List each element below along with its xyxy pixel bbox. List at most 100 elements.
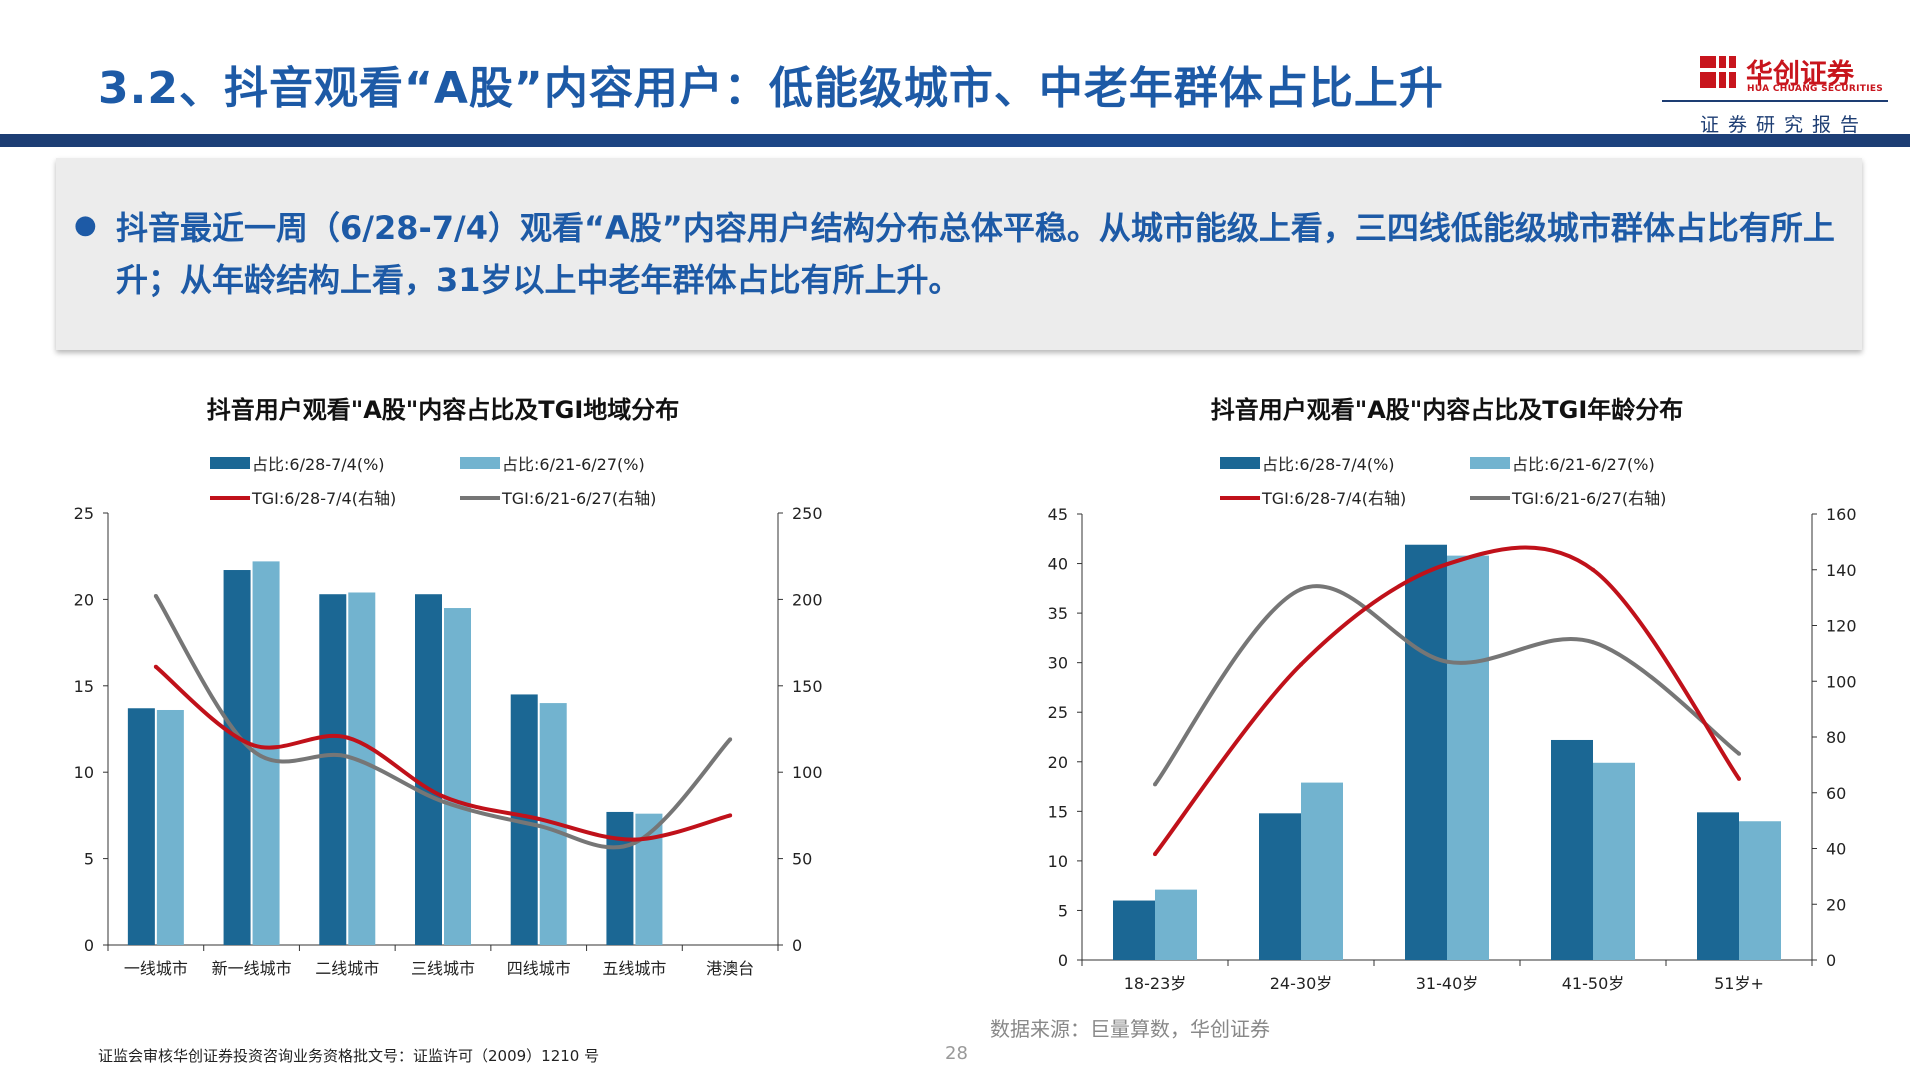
line-point-region-s2-6 — [728, 813, 733, 818]
line-point-region-s2-1 — [249, 742, 254, 747]
summary-box: ● 抖音最近一周（6/28-7/4）观看“A股”内容用户结构分布总体平稳。从城市… — [56, 158, 1862, 350]
category-label-region-5: 五线城市 — [602, 959, 666, 978]
bar-region-s0-0 — [127, 708, 155, 945]
line-series-age-3 — [1153, 584, 1741, 786]
right-tick-label-age-6: 120 — [1826, 617, 1857, 636]
line-point-age-s2-1 — [1299, 662, 1303, 667]
right-tick-label-age-1: 20 — [1826, 895, 1846, 914]
right-tick-label-age-4: 80 — [1826, 728, 1846, 747]
line-point-region-s2-5 — [632, 837, 637, 842]
company-logo-icon — [1700, 56, 1736, 88]
legend-label-age-0: 占比:6/28-7/4(%) — [1262, 455, 1395, 474]
line-point-age-s2-3 — [1591, 567, 1595, 572]
line-point-region-s3-1 — [249, 747, 254, 752]
bar-age-s1-3 — [1593, 762, 1635, 960]
logo-divider — [1662, 100, 1888, 102]
bar-region-s0-5 — [606, 811, 634, 945]
right-tick-label-region-2: 100 — [792, 763, 823, 782]
bar-age-s0-1 — [1259, 813, 1301, 960]
page-number: 28 — [945, 1043, 968, 1064]
bar-age-s1-0 — [1155, 889, 1197, 960]
legend-label-age-1: 占比:6/21-6/27(%) — [1512, 455, 1655, 474]
data-source: 数据来源：巨量算数，华创证券 — [990, 1017, 1270, 1041]
line-point-region-s2-4 — [536, 816, 541, 821]
left-tick-label-region-3: 15 — [74, 677, 94, 696]
right-tick-label-age-8: 160 — [1826, 505, 1857, 524]
right-tick-label-region-1: 50 — [792, 850, 812, 869]
bar-region-s0-3 — [415, 594, 442, 945]
right-tick-label-region-4: 200 — [792, 590, 823, 609]
right-tick-label-age-2: 40 — [1826, 840, 1846, 859]
category-label-region-3: 三线城市 — [411, 959, 475, 978]
bar-age-s0-3 — [1551, 739, 1593, 960]
category-label-age-2: 31-40岁 — [1416, 974, 1479, 993]
right-tick-label-age-0: 0 — [1826, 951, 1836, 970]
line-point-age-s3-1 — [1299, 587, 1303, 592]
bar-region-s0-2 — [319, 594, 347, 945]
bar-age-s0-2 — [1405, 544, 1447, 960]
logo-name: 华创证券 — [1746, 59, 1854, 90]
bar-region-s1-2 — [348, 592, 376, 945]
category-label-age-4: 51岁+ — [1714, 974, 1764, 993]
left-tick-label-age-3: 15 — [1048, 802, 1068, 821]
line-point-region-s3-5 — [632, 841, 637, 846]
left-tick-label-age-4: 20 — [1048, 753, 1068, 772]
left-tick-label-region-1: 5 — [84, 850, 94, 869]
legend-label-region-1: 占比:6/21-6/27(%) — [502, 455, 645, 474]
right-tick-label-region-5: 250 — [792, 504, 823, 523]
line-point-age-s3-2 — [1445, 659, 1449, 664]
page-title: 3.2、抖音观看“A股”内容用户：低能级城市、中老年群体占比上升 — [98, 63, 1444, 114]
header-bar — [0, 134, 1910, 147]
left-tick-label-age-8: 40 — [1048, 555, 1068, 574]
chart-title-region: 抖音用户观看"A股"内容占比及TGI地域分布 — [207, 396, 680, 424]
legend-swatch-region-0 — [210, 457, 250, 469]
legend-label-region-2: TGI:6/28-7/4(右轴) — [251, 489, 396, 508]
left-tick-label-region-0: 0 — [84, 936, 94, 955]
line-point-age-s3-0 — [1153, 782, 1157, 787]
category-label-age-1: 24-30岁 — [1270, 974, 1333, 993]
bar-age-s1-1 — [1301, 782, 1343, 960]
line-point-age-s3-4 — [1737, 751, 1741, 756]
bar-region-s1-3 — [444, 608, 471, 945]
left-tick-label-region-5: 25 — [74, 504, 94, 523]
right-tick-label-age-5: 100 — [1826, 672, 1857, 691]
logo-english-name: HUA CHUANG SECURITIES — [1747, 84, 1884, 94]
bullet-icon: ● — [74, 210, 97, 240]
line-point-region-s2-3 — [441, 794, 445, 799]
bar-age-s1-4 — [1739, 821, 1781, 960]
legend-label-age-3: TGI:6/21-6/27(右轴) — [1511, 489, 1666, 508]
line-point-region-s2-2 — [345, 735, 350, 740]
bar-age-s1-2 — [1447, 555, 1489, 960]
category-label-region-6: 港澳台 — [706, 959, 754, 978]
left-tick-label-region-4: 20 — [74, 590, 94, 609]
right-tick-label-age-3: 60 — [1826, 784, 1846, 803]
legend-label-region-0: 占比:6/28-7/4(%) — [252, 455, 385, 474]
category-label-region-0: 一线城市 — [124, 959, 188, 978]
chart-title-age: 抖音用户观看"A股"内容占比及TGI年龄分布 — [1211, 396, 1684, 424]
category-label-age-3: 41-50岁 — [1562, 974, 1625, 993]
legend-label-age-2: TGI:6/28-7/4(右轴) — [1261, 489, 1406, 508]
category-label-region-2: 二线城市 — [315, 959, 379, 978]
right-tick-label-region-0: 0 — [792, 936, 802, 955]
bar-region-s1-0 — [156, 709, 184, 945]
legend-swatch-region-1 — [460, 457, 500, 469]
category-label-region-4: 四线城市 — [507, 959, 571, 978]
category-label-region-1: 新一线城市 — [212, 959, 292, 978]
bar-region-s0-1 — [223, 570, 251, 945]
left-tick-label-age-6: 30 — [1048, 654, 1068, 673]
line-point-age-s3-3 — [1591, 640, 1595, 645]
company-logo: 华创证券 HUA CHUANG SECURITIES 证券研究报告 — [1660, 50, 1890, 140]
left-tick-label-age-0: 0 — [1058, 951, 1068, 970]
logo-subtitle: 证券研究报告 — [1700, 114, 1869, 136]
legend-swatch-age-0 — [1220, 457, 1260, 469]
category-label-age-0: 18-23岁 — [1124, 974, 1187, 993]
left-tick-label-age-1: 5 — [1058, 901, 1068, 920]
legend-swatch-age-1 — [1470, 457, 1510, 469]
line-point-age-s2-4 — [1737, 776, 1741, 781]
line-point-region-s3-3 — [441, 799, 445, 804]
left-tick-label-region-2: 10 — [74, 763, 94, 782]
line-point-region-s3-2 — [345, 754, 350, 759]
bar-age-s0-0 — [1113, 900, 1155, 960]
line-point-region-s3-4 — [536, 823, 541, 828]
